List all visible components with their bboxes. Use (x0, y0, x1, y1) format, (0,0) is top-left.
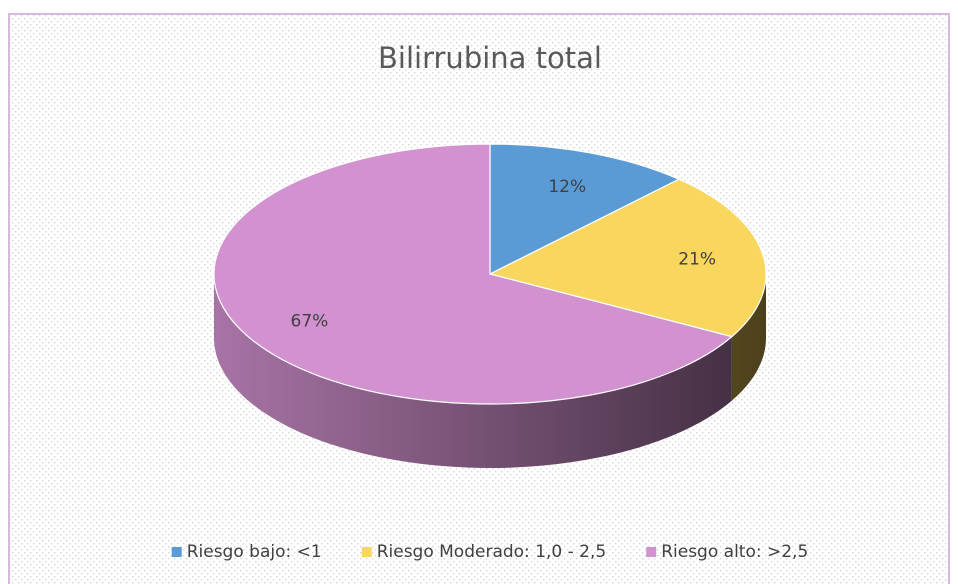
pie-slice (213, 143, 734, 405)
legend-swatch (171, 547, 182, 557)
legend: Riesgo bajo: <1 Riesgo Moderado: 1,0 - 2,… (171, 542, 808, 562)
chart-title: Bilirrubina total (378, 41, 602, 75)
data-label: 12% (548, 177, 586, 197)
pie-slice (489, 143, 681, 275)
legend-label: Riesgo bajo: <1 (187, 542, 322, 562)
pie-slice (488, 178, 767, 338)
slice-side (731, 274, 766, 401)
slice-side (214, 274, 732, 469)
legend-swatch (361, 547, 372, 557)
data-label: 67% (291, 312, 329, 332)
legend-label: Riesgo Moderado: 1,0 - 2,5 (377, 542, 607, 562)
legend-swatch (646, 547, 657, 557)
legend-label: Riesgo alto: >2,5 (661, 542, 808, 562)
data-label: 21% (678, 249, 716, 269)
